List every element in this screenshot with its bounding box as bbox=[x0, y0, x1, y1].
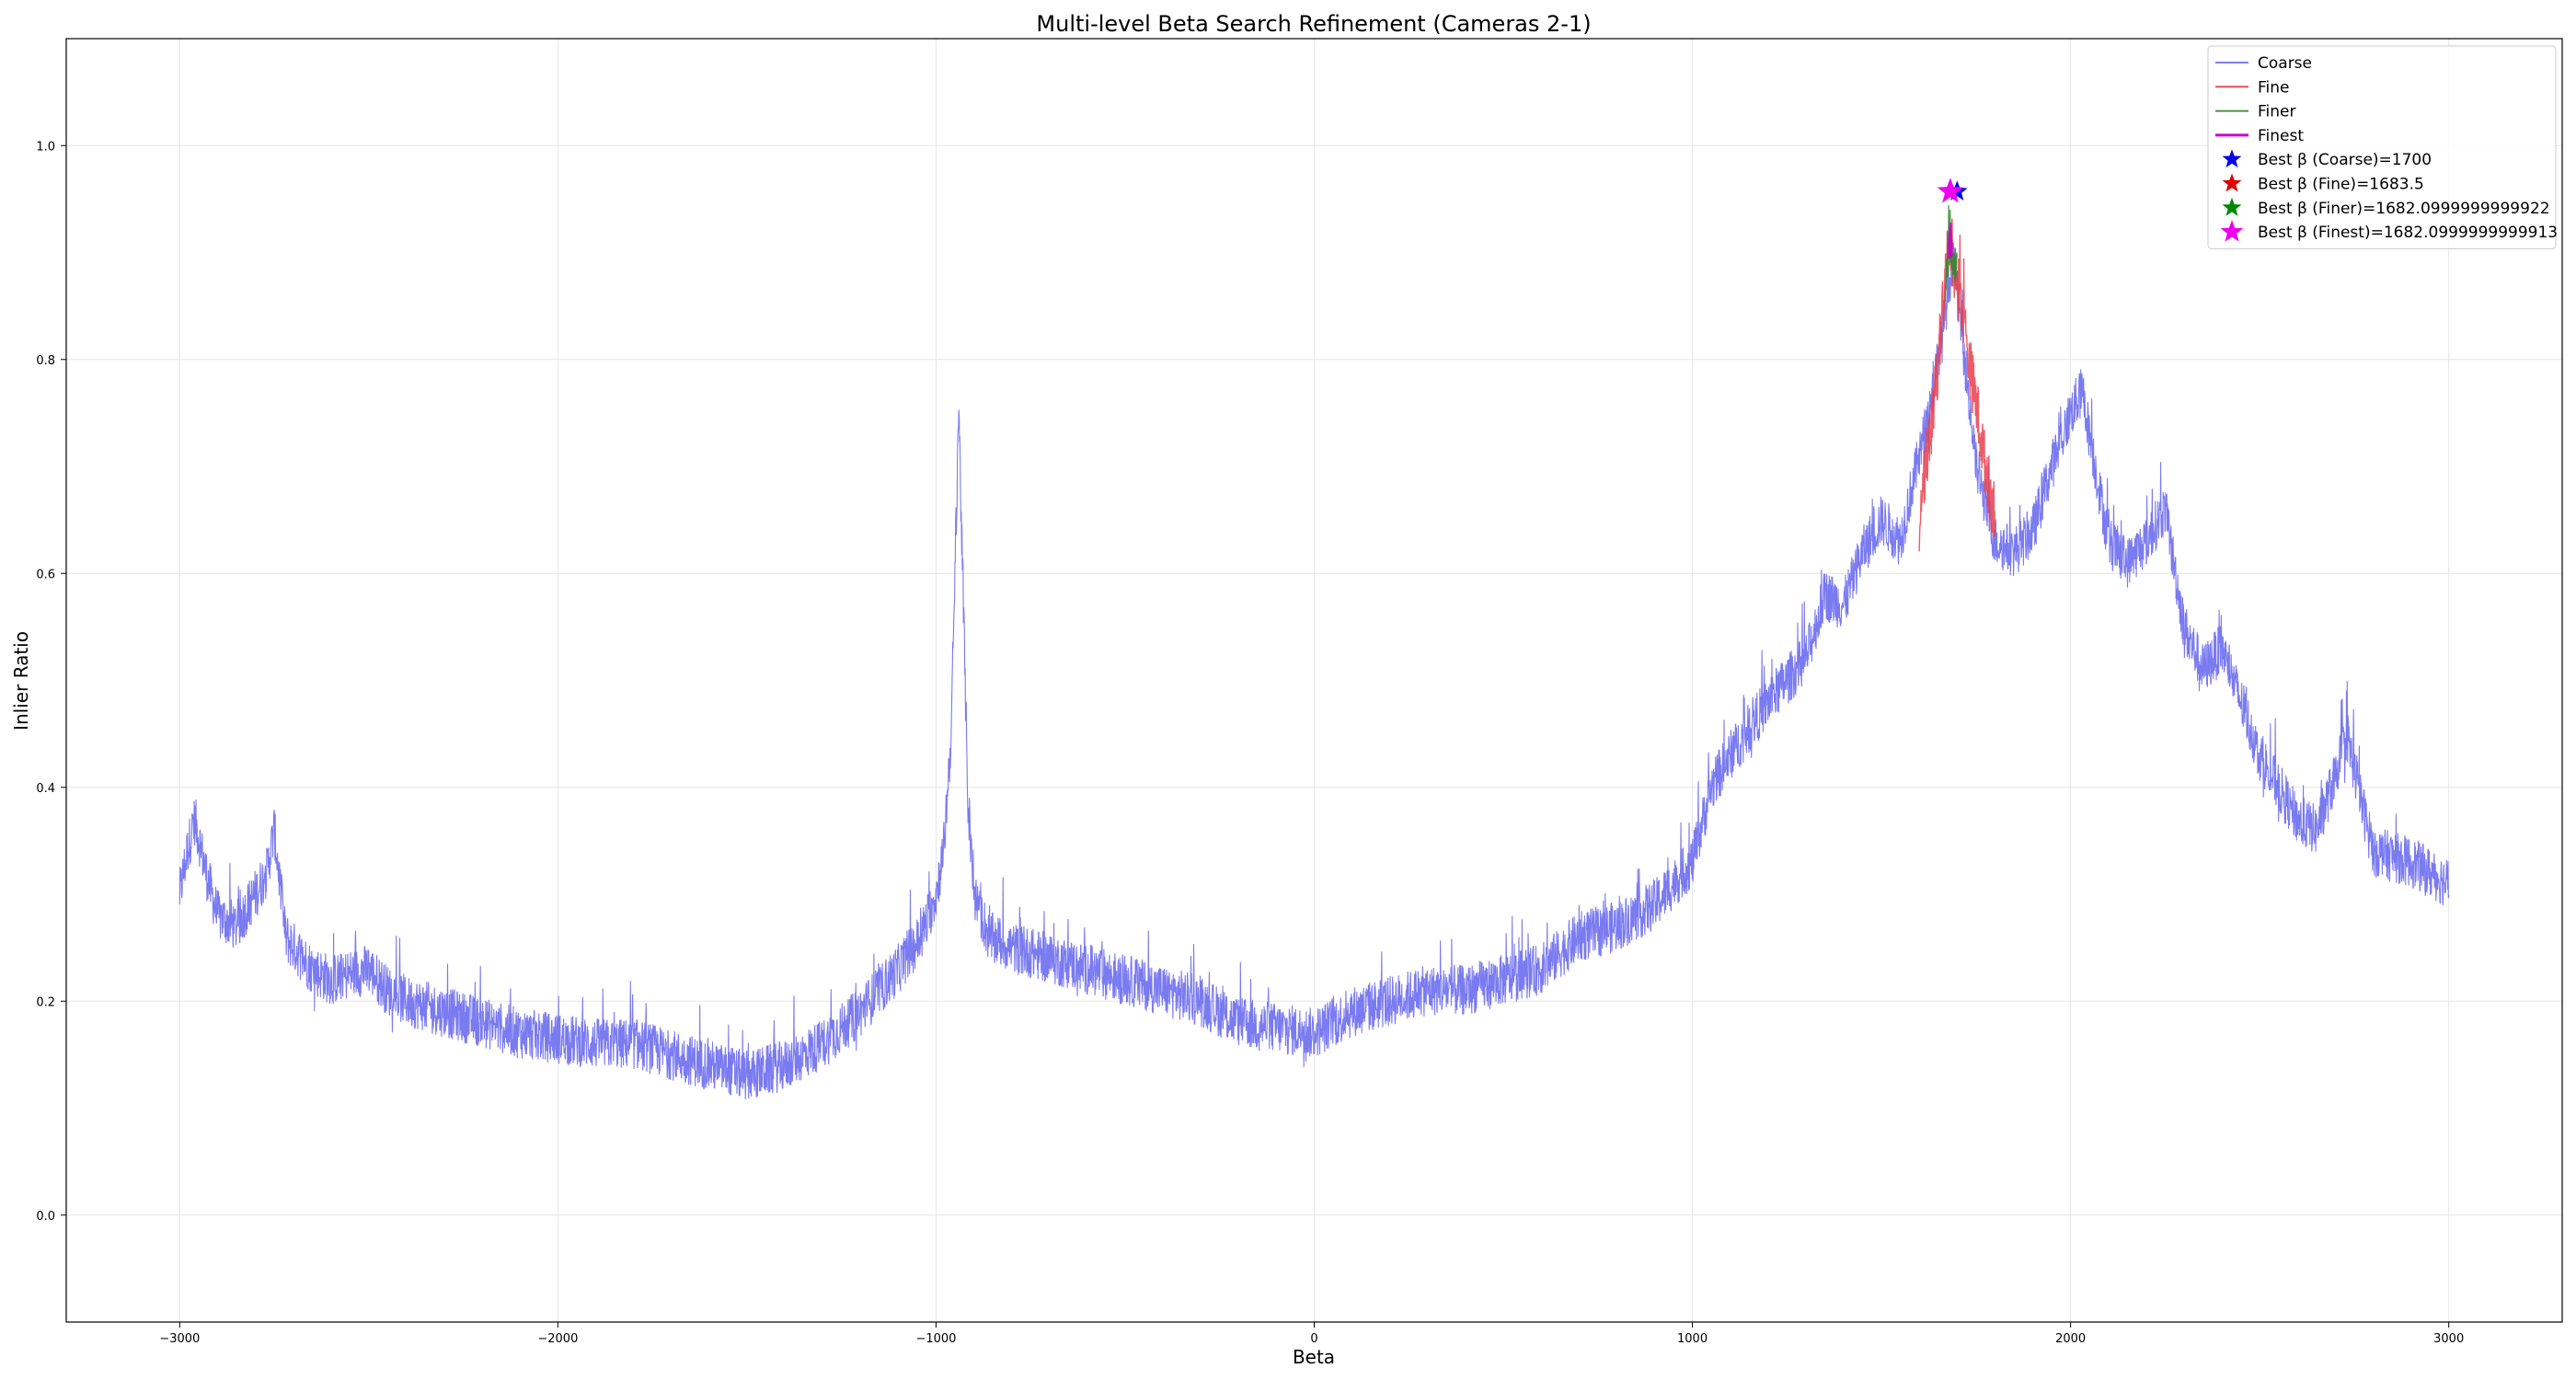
legend-label: Finest bbox=[2258, 127, 2304, 145]
x-tick-label: 0 bbox=[1310, 1332, 1317, 1346]
x-axis: −3000 −2000 −1000 0 1000 2000 3000 bbox=[159, 1322, 2464, 1346]
legend-label: Best β (Finer)=1682.0999999999922 bbox=[2258, 200, 2550, 218]
legend-marker bbox=[2222, 197, 2242, 216]
x-tick-label: −3000 bbox=[159, 1332, 200, 1346]
legend-label: Best β (Coarse)=1700 bbox=[2258, 151, 2432, 169]
legend: Coarse Fine Finer Finest Best β (Coarse)=170… bbox=[2207, 45, 2558, 249]
grid bbox=[66, 39, 2562, 1322]
y-tick-label: 0.8 bbox=[36, 354, 55, 368]
series-line-coarse bbox=[178, 242, 2450, 1099]
x-tick-label: 1000 bbox=[1677, 1332, 1708, 1346]
chart-title: Multi-level Beta Search Refinement (Came… bbox=[1036, 11, 1591, 37]
y-tick-label: 0.6 bbox=[36, 568, 55, 581]
best-point-marker bbox=[1937, 178, 1964, 203]
x-axis-label: Beta bbox=[1293, 1346, 1335, 1368]
legend-label: Fine bbox=[2258, 78, 2290, 97]
legend-marker bbox=[2222, 173, 2242, 192]
y-tick-label: 0.4 bbox=[36, 782, 55, 796]
legend-label: Coarse bbox=[2258, 54, 2312, 73]
legend-box bbox=[2207, 45, 2557, 249]
series-line-finest bbox=[1948, 222, 1953, 259]
legend-label: Best β (Fine)=1683.5 bbox=[2258, 176, 2424, 194]
x-tick-label: −1000 bbox=[915, 1332, 956, 1346]
y-tick-label: 1.0 bbox=[36, 140, 55, 154]
series-line-fine bbox=[1918, 218, 1996, 552]
legend-label: Finer bbox=[2258, 103, 2296, 121]
y-axis: 0.0 0.2 0.4 0.6 0.8 1.0 bbox=[36, 140, 66, 1224]
x-tick-label: 3000 bbox=[2433, 1332, 2464, 1346]
legend-label: Best β (Finest)=1682.0999999999913 bbox=[2258, 224, 2558, 242]
y-tick-label: 0.2 bbox=[36, 995, 55, 1009]
y-tick-label: 0.0 bbox=[36, 1210, 55, 1224]
legend-marker bbox=[2222, 149, 2242, 168]
x-tick-label: 2000 bbox=[2055, 1332, 2086, 1346]
y-axis-label: Inlier Ratio bbox=[10, 631, 32, 730]
legend-marker bbox=[2220, 220, 2244, 242]
plot-lines bbox=[178, 205, 2450, 1099]
best-markers bbox=[1937, 178, 1968, 203]
x-tick-label: −2000 bbox=[537, 1332, 578, 1346]
